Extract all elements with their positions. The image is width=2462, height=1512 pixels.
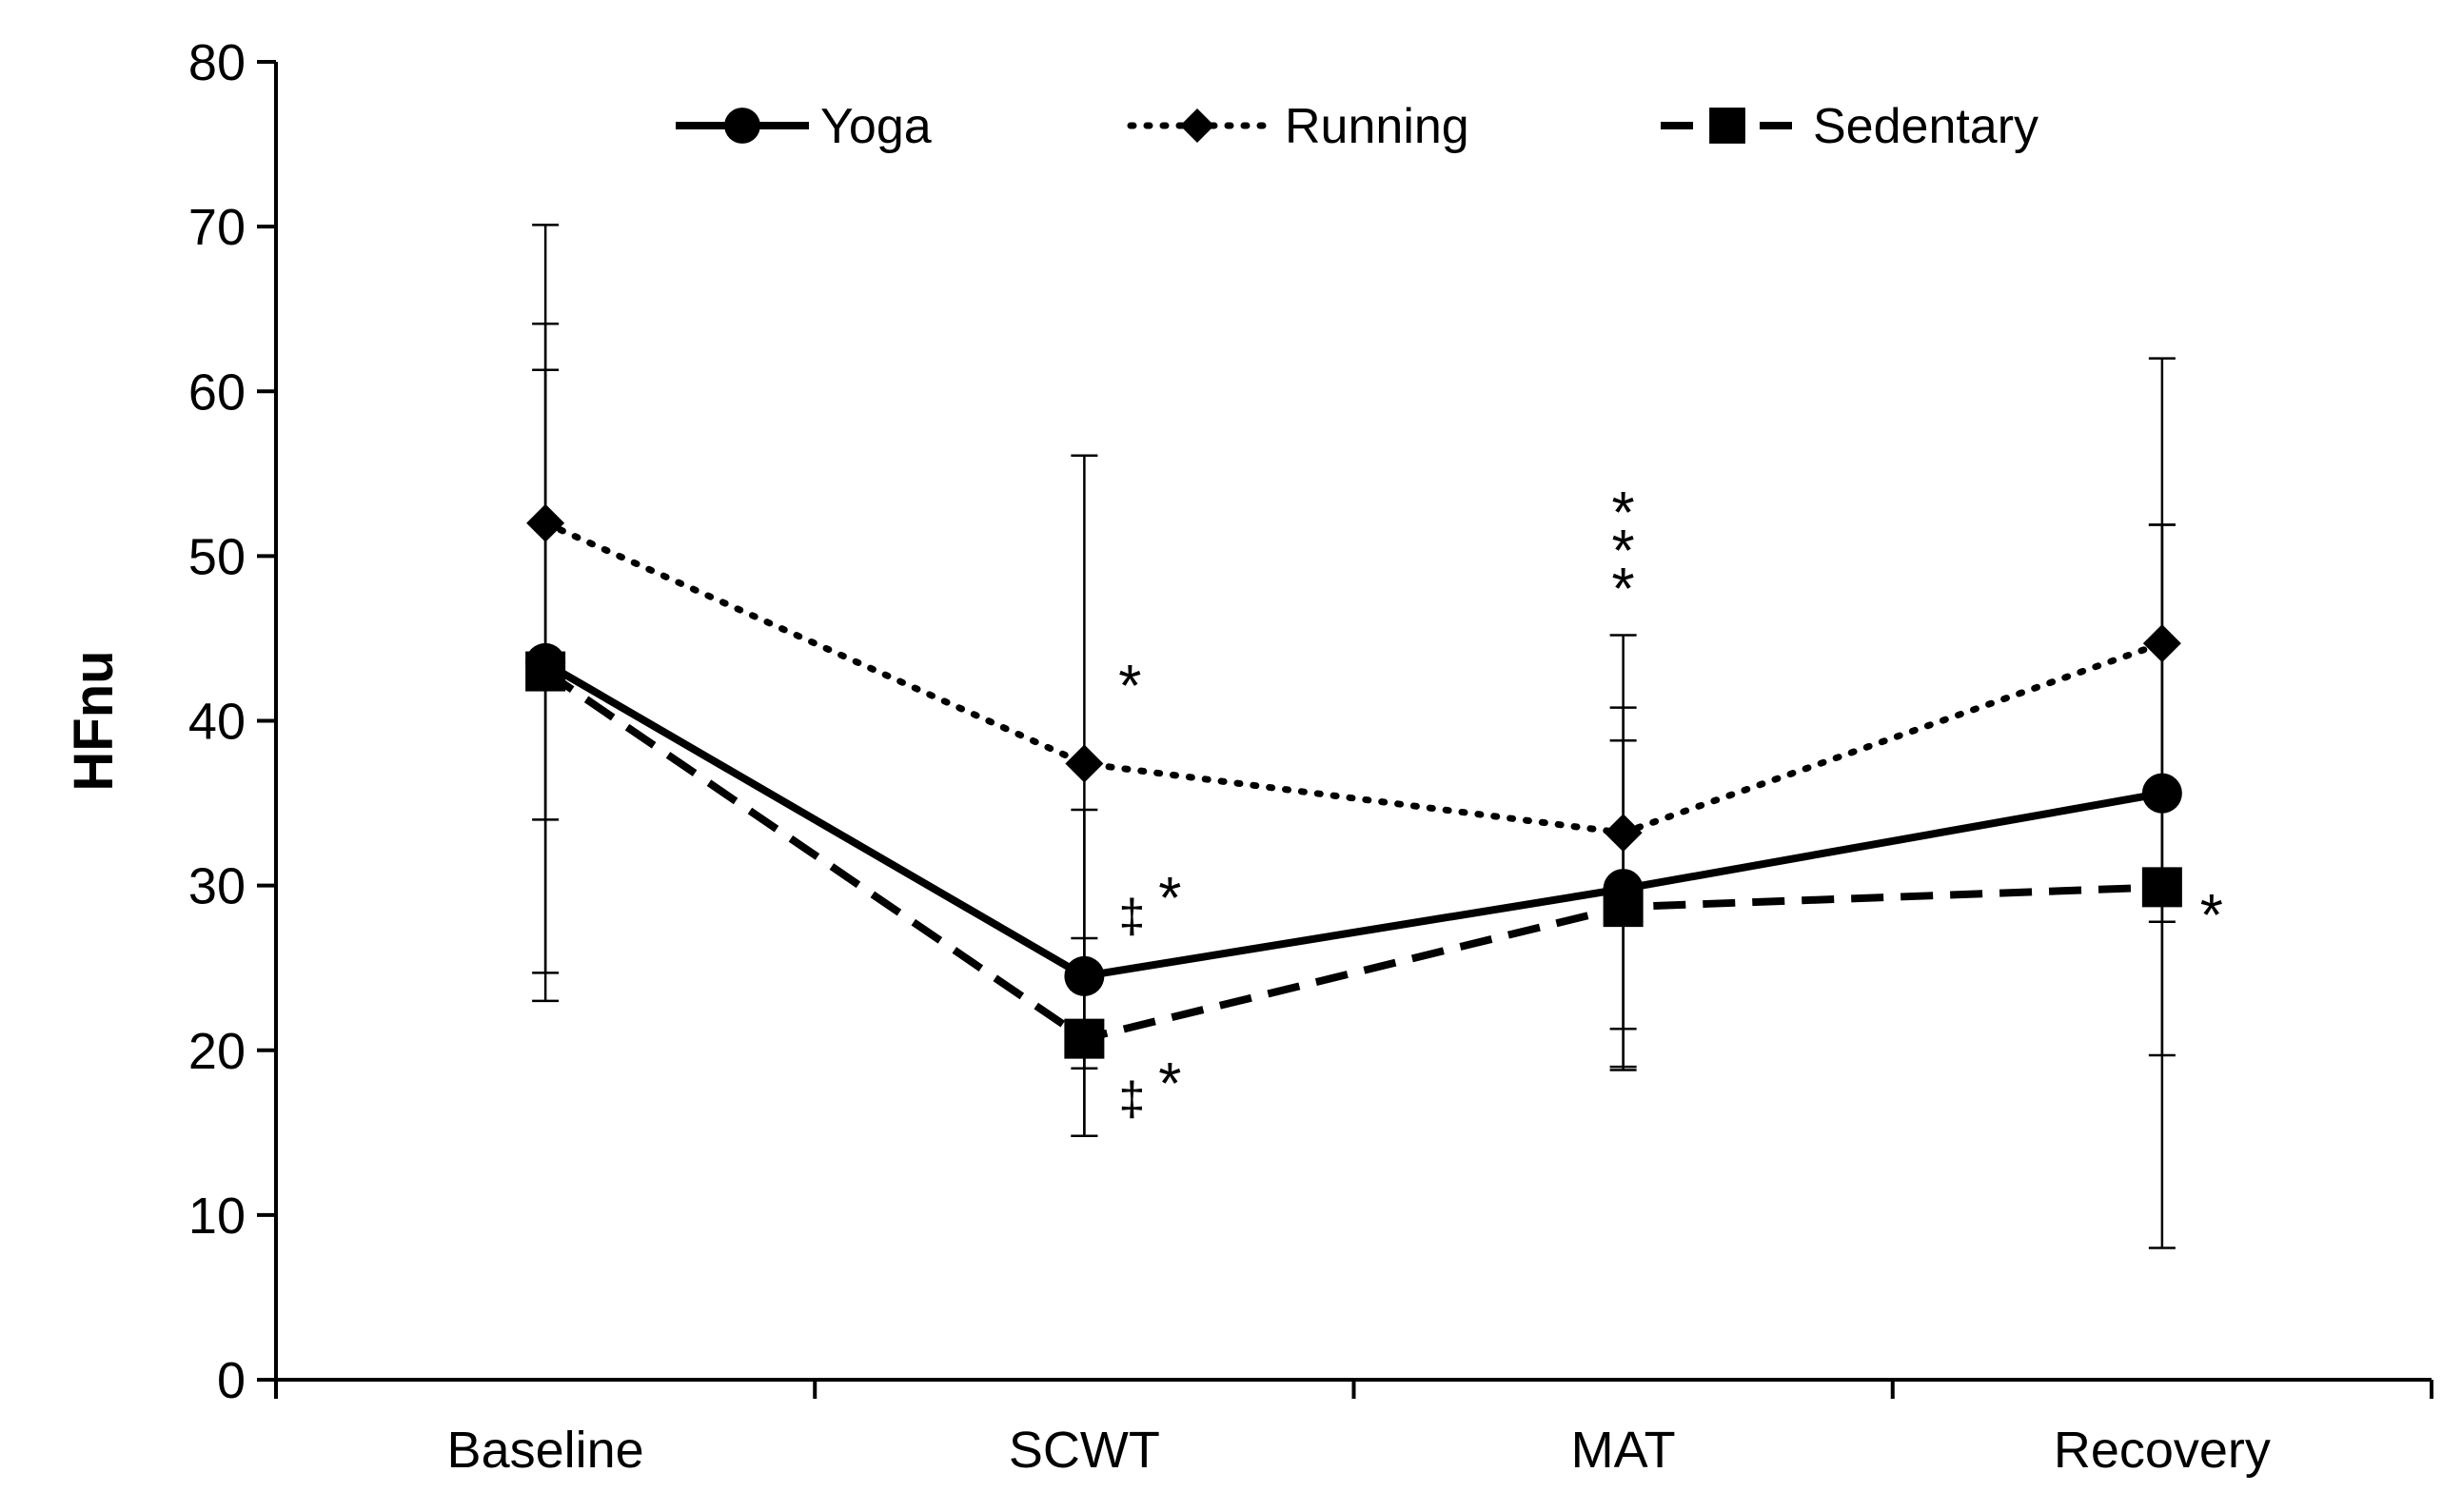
legend-marker-running	[1180, 108, 1214, 143]
y-tick-label: 10	[188, 1188, 246, 1245]
point-sedentary-recovery	[2141, 867, 2182, 908]
point-yoga-scwt	[1064, 955, 1105, 996]
point-running-mat	[1604, 814, 1643, 853]
point-sedentary-scwt	[1064, 1018, 1105, 1059]
y-tick-label: 70	[188, 199, 246, 256]
legend-label-running: Running	[1285, 99, 1469, 154]
x-tick-label-recovery: Recovery	[2054, 1422, 2271, 1479]
series-lines	[542, 520, 2166, 1043]
point-sedentary-baseline	[525, 651, 566, 692]
series-line-running	[542, 520, 2166, 836]
y-tick-label: 30	[188, 858, 246, 915]
y-tick-label: 40	[188, 694, 246, 751]
point-running-recovery	[2142, 624, 2181, 663]
axes: 0 10 20 30 40 50 60 70 80 Baseline SCWT MAT Recovery…	[63, 34, 2433, 1479]
y-tick-label: 50	[188, 528, 246, 585]
annotation-asterisk-mat: *	[1612, 557, 1635, 622]
y-tick-label: 80	[188, 34, 246, 91]
annotation-asterisk-scwt: *	[1158, 866, 1181, 932]
legend: Yoga Running Sedentary	[676, 99, 2039, 154]
y-axis-title: HFnu	[63, 650, 125, 791]
series-line-yoga	[543, 659, 2163, 981]
legend-marker-yoga	[724, 108, 760, 144]
series-line-sedentary	[542, 668, 2163, 1043]
significance-annotations: *‡ *‡ *****	[1118, 481, 2223, 1126]
series-markers	[525, 503, 2182, 1059]
annotation-asterisk-recovery: *	[2200, 883, 2223, 949]
y-tick-label: 20	[188, 1023, 246, 1080]
y-tick-label: 0	[217, 1352, 246, 1409]
y-tick-label: 60	[188, 363, 246, 421]
legend-marker-sedentary	[1709, 108, 1745, 144]
point-yoga-recovery	[2141, 773, 2182, 814]
annotation-double-dagger-scwt: ‡	[1118, 890, 1145, 943]
annotation-asterisk-mat: *	[1612, 481, 1635, 546]
x-tick-label-scwt: SCWT	[1009, 1422, 1160, 1479]
x-tick-label-mat: MAT	[1571, 1422, 1676, 1479]
error-bars	[532, 224, 2176, 1249]
x-tick-label-baseline: Baseline	[447, 1422, 644, 1479]
point-running-scwt	[1065, 744, 1104, 783]
annotation-asterisk-mat: *	[1612, 519, 1635, 584]
legend-label-sedentary: Sedentary	[1813, 99, 2039, 154]
annotation-asterisk-scwt: *	[1118, 654, 1141, 719]
annotation-double-dagger-scwt: ‡	[1118, 1072, 1145, 1126]
legend-label-yoga: Yoga	[820, 99, 932, 154]
point-running-baseline	[526, 503, 565, 542]
point-sedentary-mat	[1603, 887, 1644, 928]
annotation-asterisk-scwt: *	[1158, 1051, 1181, 1117]
